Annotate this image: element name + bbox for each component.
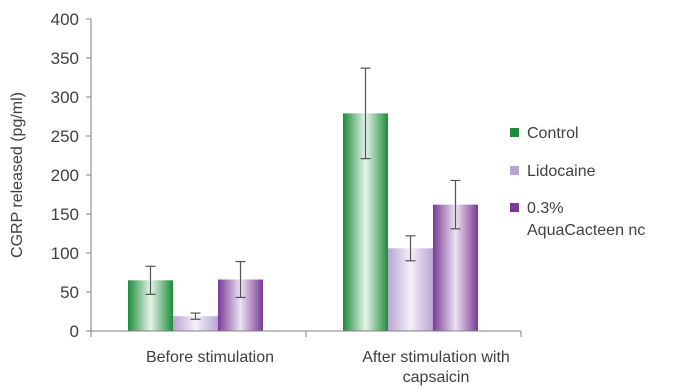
error-bar <box>145 265 156 295</box>
x-axis-ticks <box>90 331 522 337</box>
bars <box>128 113 478 331</box>
bar <box>173 316 218 331</box>
error-bars <box>145 67 461 320</box>
y-axis-ticks: 0 50 100 150 200 250 300 350 400 <box>51 10 91 341</box>
y-tick-label: 50 <box>60 283 79 302</box>
y-tick-label: 350 <box>51 49 79 68</box>
legend-label-aquacacteen-line1: 0.3% <box>527 200 563 217</box>
category-label-after-line1: After stimulation with <box>362 349 510 366</box>
legend-swatch-aquacacteen <box>510 203 519 212</box>
bar <box>388 248 433 331</box>
legend-label-control: Control <box>527 125 579 142</box>
y-tick-label: 300 <box>51 88 79 107</box>
legend-label-lidocaine: Lidocaine <box>527 163 596 180</box>
y-axis-label: CGRP released (pg/ml) <box>9 92 26 258</box>
error-bar <box>190 312 201 320</box>
category-label-before: Before stimulation <box>146 349 274 366</box>
y-tick-label: 0 <box>70 322 79 341</box>
y-tick-label: 100 <box>51 244 79 263</box>
legend-label-aquacacteen-line2: AquaCacteen nc <box>527 222 645 239</box>
category-label-before-line1: Before stimulation <box>146 349 274 366</box>
error-bar <box>405 235 416 262</box>
legend-item-lidocaine: Lidocaine <box>510 163 596 180</box>
y-tick-label: 250 <box>51 127 79 146</box>
category-label-after-line2: capsaicin <box>403 369 470 386</box>
legend-swatch-lidocaine <box>510 166 519 175</box>
error-bar <box>450 179 461 230</box>
legend-swatch-control <box>510 128 519 137</box>
legend-item-control: Control <box>510 125 579 142</box>
legend: Control Lidocaine 0.3% AquaCacteen nc <box>510 125 645 239</box>
category-label-after: After stimulation with capsaicin <box>362 349 510 386</box>
legend-item-aquacacteen: 0.3% AquaCacteen nc <box>510 200 645 239</box>
error-bar <box>235 260 246 299</box>
y-tick-label: 150 <box>51 205 79 224</box>
y-tick-label: 200 <box>51 166 79 185</box>
y-tick-label: 400 <box>51 10 79 29</box>
error-bar <box>360 67 371 160</box>
